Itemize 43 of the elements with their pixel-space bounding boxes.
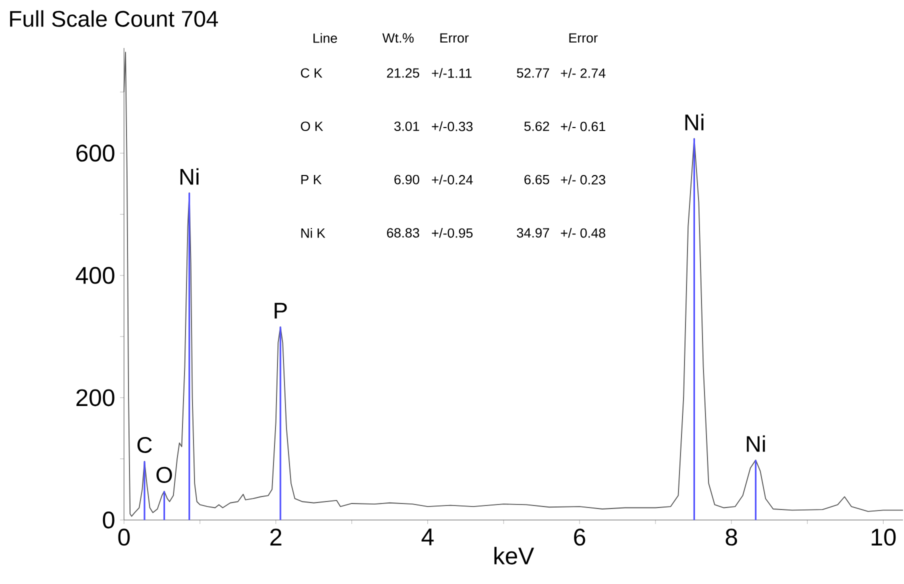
x-tick-label: 10 <box>872 528 896 546</box>
y-tick-label: 600 <box>76 144 114 162</box>
annotation: +/- 0.23 <box>560 174 606 184</box>
annotation: +/-0.95 <box>432 228 473 238</box>
annotation: Ni K <box>301 228 326 238</box>
y-tick-label: 200 <box>76 389 114 406</box>
annotation: +/-0.24 <box>432 174 473 184</box>
annotation: P <box>274 302 287 319</box>
y-tick-label: 400 <box>76 266 114 284</box>
annotation: +/- 0.48 <box>560 228 606 238</box>
annotation: P K <box>301 174 322 184</box>
annotation: 34.97 <box>516 228 550 238</box>
y-tick-label: 0 <box>102 511 114 528</box>
x-tick-label: 4 <box>422 528 434 546</box>
x-tick-label: 8 <box>726 528 738 546</box>
annotation: +/-0.33 <box>432 121 473 132</box>
annotation: 5.62 <box>524 122 550 132</box>
annotation: 6.90 <box>394 174 420 184</box>
annotation: Ni <box>685 114 704 130</box>
text: Error <box>440 33 469 43</box>
annotation: Ni <box>746 435 765 452</box>
annotation: +/-1.11 <box>432 68 472 78</box>
annotation: 21.25 <box>387 68 420 78</box>
line-series <box>124 52 904 517</box>
x-tick-label: 0 <box>118 528 130 546</box>
annotation: 52.77 <box>516 68 550 78</box>
text: Line <box>313 33 338 43</box>
text: Wt.% <box>382 33 414 43</box>
x-axis-title: keV <box>494 546 534 564</box>
annotation: O <box>156 466 172 483</box>
annotation: O K <box>300 122 324 132</box>
annotation: C <box>137 436 152 454</box>
annotation: +/- 0.61 <box>560 121 606 132</box>
annotation: +/- 2.74 <box>560 68 606 78</box>
text: Error <box>569 33 598 43</box>
annotation: Ni <box>180 168 198 185</box>
chart-title: Full Scale Count 704 <box>10 10 218 27</box>
annotation: 6.65 <box>524 174 550 184</box>
x-tick-label: 2 <box>270 528 282 546</box>
x-tick-label: 6 <box>574 528 586 546</box>
annotation: 68.83 <box>387 228 420 238</box>
annotation: 3.01 <box>394 122 420 132</box>
annotation: C K <box>300 68 322 78</box>
